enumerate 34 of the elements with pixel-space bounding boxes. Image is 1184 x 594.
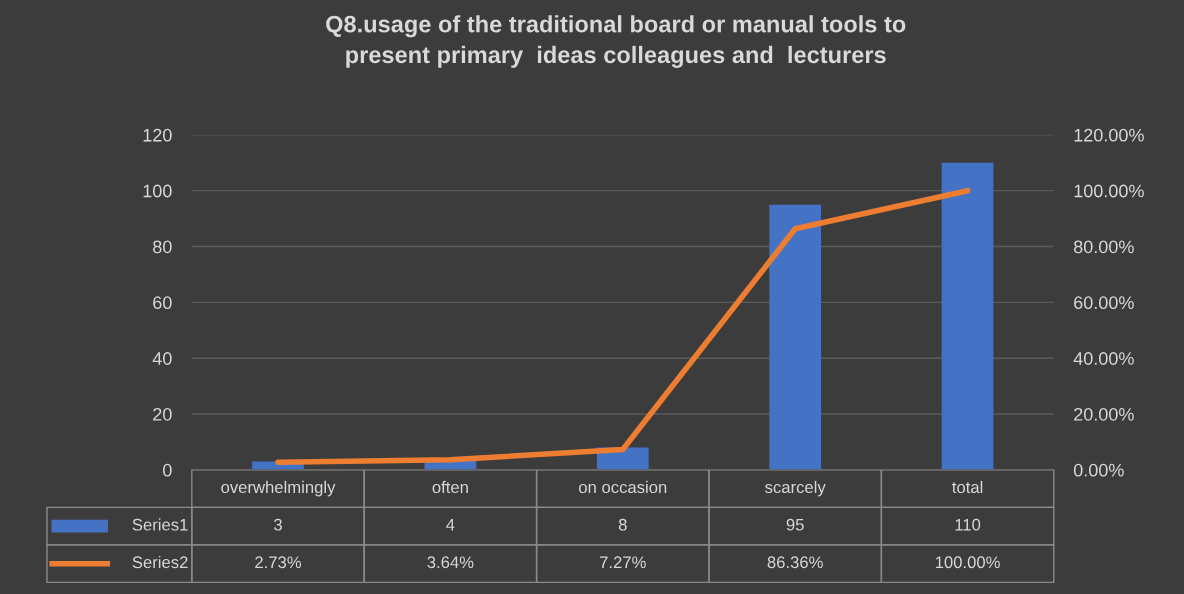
y2-tick-label: 80.00% (1073, 240, 1134, 254)
data-label: 8 (618, 518, 627, 531)
bar (769, 204, 822, 470)
y-tick-label: 60 (153, 296, 172, 310)
bar (941, 162, 994, 470)
x-tick-label: overwhelmingly (221, 480, 336, 497)
data-label: 2.73% (255, 556, 302, 569)
data-label: 4 (446, 518, 455, 531)
x-tick-label: scarcely (765, 480, 826, 497)
y2-tick-label: 0.00% (1073, 463, 1124, 477)
data-label: 3 (274, 518, 282, 531)
y2-tick-label: 60.00% (1074, 296, 1134, 310)
data-label: 95 (786, 518, 804, 531)
y-tick-label: 120 (143, 128, 172, 142)
x-tick-label: total (952, 480, 983, 494)
legend-label: Series2 (132, 555, 188, 569)
y2-tick-label: 120.00% (1074, 128, 1144, 142)
y-tick-label: 0 (163, 463, 172, 477)
y2-tick-label: 100.00% (1074, 184, 1144, 198)
data-label: 100.00% (935, 556, 1000, 569)
y2-tick-label: 20.00% (1074, 407, 1134, 421)
y-tick-label: 40 (152, 352, 172, 365)
chart-title: Q8.usage of the traditional board or manual tools to present primary ideas colleagues and lecturers (326, 15, 906, 68)
y-tick-label: 20 (153, 407, 172, 421)
data-label: 110 (955, 518, 981, 531)
x-tick-label: often (432, 480, 468, 494)
y-tick-label: 100 (143, 184, 172, 198)
legend-label: Series1 (132, 518, 188, 531)
y-tick-label: 80 (153, 240, 172, 254)
data-label: 7.27% (600, 556, 646, 569)
y2-tick-label: 40.00% (1073, 352, 1134, 365)
x-tick-label: on occasion (579, 480, 667, 494)
data-label: 3.64% (427, 556, 474, 569)
data-label: 86.36% (767, 556, 823, 569)
